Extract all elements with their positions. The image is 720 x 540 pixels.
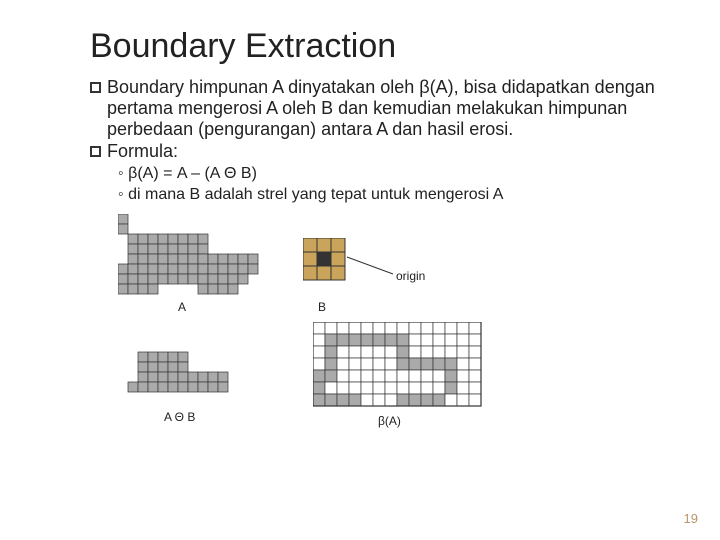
bullet-2-text: Formula: — [107, 141, 178, 162]
label-erosion: A Θ B — [164, 410, 195, 424]
grid-boundary — [313, 322, 493, 418]
square-bullet-icon — [90, 82, 101, 93]
bullet-2: Formula: — [90, 141, 660, 162]
bullet-1-text: Boundary himpunan A dinyatakan oleh β(A)… — [107, 77, 660, 139]
page-number: 19 — [684, 511, 698, 526]
square-bullet-icon — [90, 146, 101, 157]
bullet-1: Boundary himpunan A dinyatakan oleh β(A)… — [90, 77, 660, 139]
grid-erosion — [118, 332, 268, 412]
origin-pointer — [343, 252, 403, 282]
slide-title: Boundary Extraction — [90, 28, 660, 65]
label-boundary: β(A) — [378, 414, 401, 428]
label-B: B — [318, 300, 326, 314]
formula-desc: di mana B adalah strel yang tepat untuk … — [118, 185, 660, 206]
label-A: A — [178, 300, 186, 314]
grid-A — [118, 214, 288, 304]
formula-line: β(A) = A – (A Θ B) — [118, 164, 660, 185]
figure-area: A B origin A Θ B β(A) — [118, 214, 558, 434]
sub-list: β(A) = A – (A Θ B) di mana B adalah stre… — [118, 164, 660, 206]
